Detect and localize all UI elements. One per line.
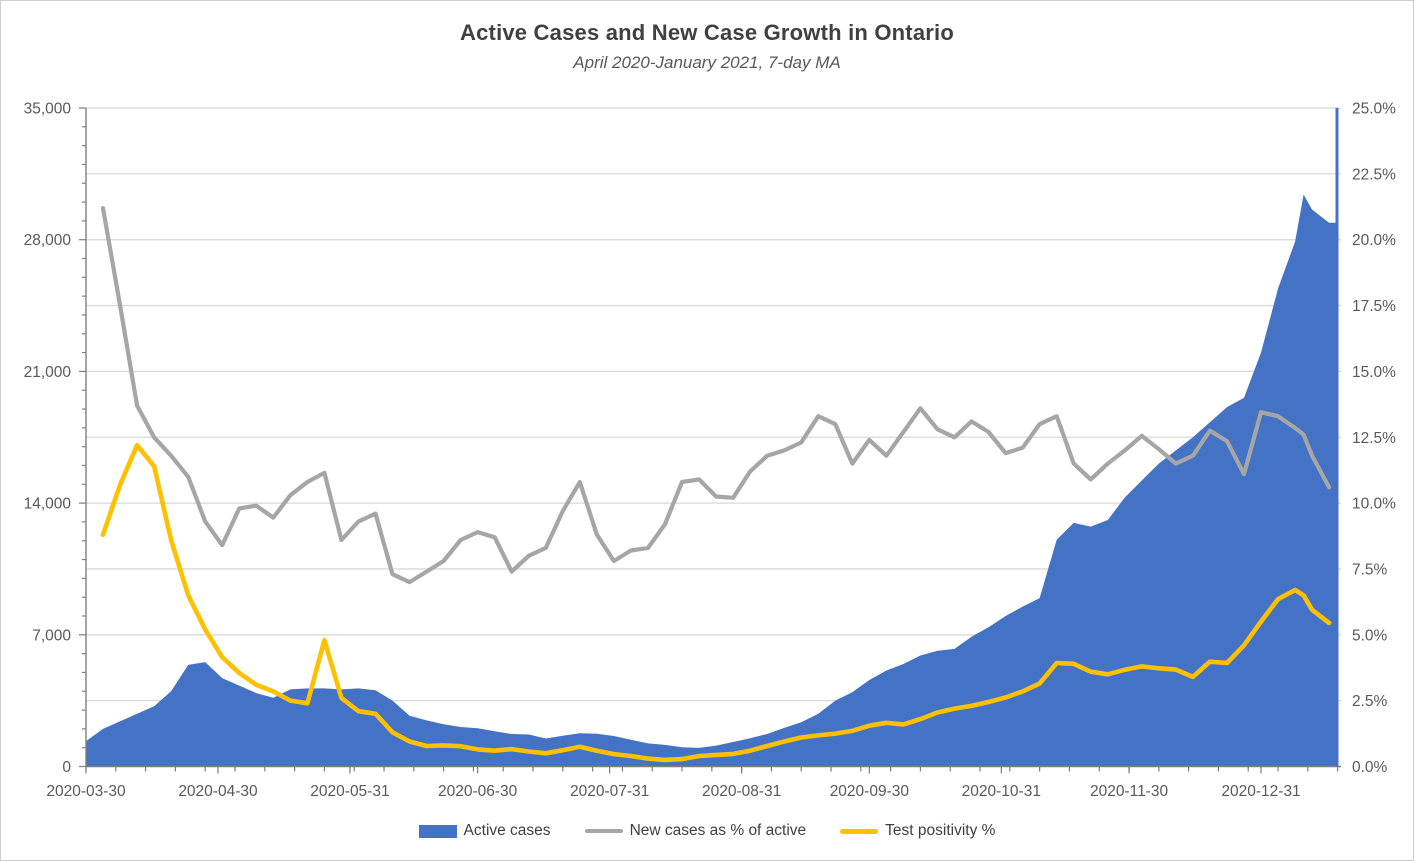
legend-item-test-positivity: Test positivity %: [840, 822, 995, 840]
x-axis-label: 2020-05-31: [310, 783, 389, 800]
right-axis-label: 22.5%: [1352, 166, 1396, 183]
new-cases-pct-line: [100, 206, 1332, 585]
right-axis-label: 15.0%: [1352, 364, 1396, 381]
x-axis-label: 2020-12-31: [1221, 783, 1300, 800]
chart-subtitle: April 2020-January 2021, 7-day MA: [573, 53, 841, 72]
legend-item-new-cases-pct: New cases as % of active: [584, 822, 807, 840]
left-axis-label: 28,000: [24, 232, 72, 249]
legend-label-active-cases: Active cases: [463, 822, 551, 839]
legend-label-test-positivity: Test positivity %: [885, 822, 996, 839]
positivity-line-swatch: [840, 828, 879, 834]
x-axis-label: 2020-08-31: [702, 783, 781, 800]
left-axis-label: 7,000: [32, 627, 71, 644]
right-axis-label: 5.0%: [1352, 627, 1388, 644]
x-axis-label: 2020-10-31: [962, 783, 1041, 800]
right-axis-label: 25.0%: [1352, 101, 1396, 118]
active-cases-swatch: [418, 824, 457, 838]
x-axis-label: 2020-04-30: [178, 783, 258, 800]
x-axis-label: 2020-07-31: [570, 783, 649, 800]
right-axis-label: 7.5%: [1352, 561, 1388, 578]
left-axis-label: 0: [62, 759, 71, 776]
legend-item-active-cases: Active cases: [418, 822, 551, 840]
x-axis-label: 2020-09-30: [830, 783, 910, 800]
right-axis-label: 2.5%: [1352, 693, 1388, 710]
chart-title: Active Cases and New Case Growth in Onta…: [460, 20, 954, 45]
left-axis-label: 14,000: [24, 496, 72, 513]
right-axis-label: 10.0%: [1352, 496, 1396, 513]
left-axis-label: 21,000: [24, 364, 72, 381]
test-positivity-line: [100, 442, 1332, 763]
right-axis-label: 0.0%: [1352, 759, 1388, 776]
active-cases-area: [86, 194, 1336, 767]
x-axis-label: 2020-06-30: [438, 783, 518, 800]
x-axis-label: 2020-03-30: [46, 783, 126, 800]
new-cases-line-swatch: [584, 828, 623, 834]
right-axis-label: 12.5%: [1352, 430, 1396, 447]
right-axis-label: 17.5%: [1352, 298, 1396, 315]
left-axis-label: 35,000: [24, 101, 72, 118]
legend: Active cases New cases as % of active Te…: [1, 822, 1413, 840]
legend-label-new-cases-pct: New cases as % of active: [629, 822, 807, 839]
x-axis-label: 2020-11-30: [1090, 783, 1169, 800]
right-axis-label: 20.0%: [1352, 232, 1396, 249]
